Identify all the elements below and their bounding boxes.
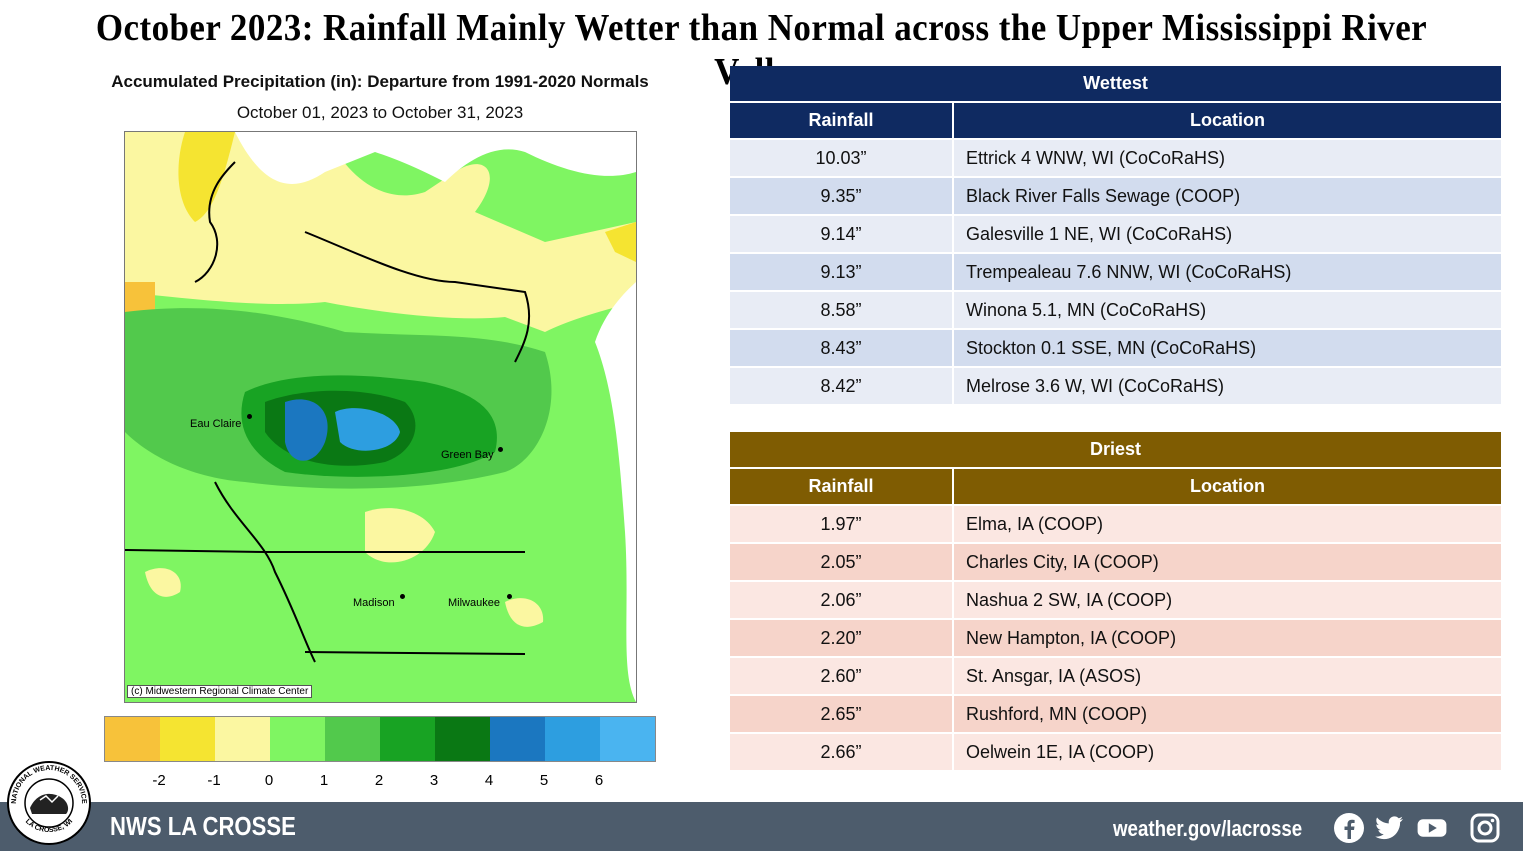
city-label-eau-claire: Eau Claire: [190, 418, 242, 430]
driest-table: Driest Rainfall Location 1.97” Elma, IA (…: [730, 432, 1501, 770]
table-row: 8.43” Stockton 0.1 SSE, MN (CoCoRaHS): [730, 328, 1501, 367]
rainfall-cell: 9.13”: [730, 252, 954, 291]
location-cell: Black River Falls Sewage (COOP): [953, 176, 1501, 215]
location-cell: Elma, IA (COOP): [953, 504, 1501, 543]
wettest-col-location: Location: [953, 101, 1501, 139]
legend-swatch: [545, 717, 600, 761]
city-marker-eau-claire: [247, 414, 252, 419]
table-row: 2.05” Charles City, IA (COOP): [730, 542, 1501, 581]
driest-col-rainfall: Rainfall: [730, 467, 954, 505]
location-cell: Nashua 2 SW, IA (COOP): [953, 580, 1501, 619]
table-row: 2.65” Rushford, MN (COOP): [730, 694, 1501, 733]
location-cell: St. Ansgar, IA (ASOS): [953, 656, 1501, 695]
rainfall-cell: 8.43”: [730, 328, 954, 367]
map-legend: [104, 716, 656, 762]
location-cell: Trempealeau 7.6 NNW, WI (CoCoRaHS): [953, 252, 1501, 291]
city-marker-green-bay: [498, 447, 503, 452]
rainfall-cell: 2.65”: [730, 694, 954, 733]
location-cell: Ettrick 4 WNW, WI (CoCoRaHS): [953, 138, 1501, 177]
rainfall-cell: 2.05”: [730, 542, 954, 581]
rainfall-cell: 8.58”: [730, 290, 954, 329]
table-row: 9.13” Trempealeau 7.6 NNW, WI (CoCoRaHS): [730, 252, 1501, 291]
location-cell: New Hampton, IA (COOP): [953, 618, 1501, 657]
website-link[interactable]: weather.gov/lacrosse: [1113, 816, 1303, 841]
location-cell: Charles City, IA (COOP): [953, 542, 1501, 581]
table-row: 2.06” Nashua 2 SW, IA (COOP): [730, 580, 1501, 619]
legend-swatch: [325, 717, 380, 761]
legend-swatch: [380, 717, 435, 761]
table-row: 8.42” Melrose 3.6 W, WI (CoCoRaHS): [730, 366, 1501, 404]
map-credit: (c) Midwestern Regional Climate Center: [127, 685, 313, 698]
legend-label: 0: [264, 772, 274, 789]
location-cell: Rushford, MN (COOP): [953, 694, 1501, 733]
footer-bar: [0, 802, 1523, 851]
legend-labels: -2 -1 0 1 2 3 4 5 6: [104, 772, 656, 792]
map-title: Accumulated Precipitation (in): Departur…: [111, 72, 649, 91]
city-label-milwaukee: Milwaukee: [448, 597, 500, 609]
rainfall-cell: 2.06”: [730, 580, 954, 619]
table-row: 8.58” Winona 5.1, MN (CoCoRaHS): [730, 290, 1501, 329]
legend-label: -2: [152, 772, 166, 789]
instagram-icon[interactable]: [1469, 812, 1501, 844]
legend-swatch: [215, 717, 270, 761]
nws-logo-icon: NATIONAL WEATHER SERVICE LA CROSSE, WI: [7, 761, 91, 845]
legend-label: 2: [374, 772, 384, 789]
rainfall-cell: 9.14”: [730, 214, 954, 253]
city-label-green-bay: Green Bay: [441, 449, 494, 461]
rainfall-cell: 10.03”: [730, 138, 954, 177]
legend-label: 6: [594, 772, 604, 789]
wettest-table: Wettest Rainfall Location 10.03” Ettrick …: [730, 66, 1501, 404]
location-cell: Galesville 1 NE, WI (CoCoRaHS): [953, 214, 1501, 253]
office-name: NWS LA CROSSE: [110, 811, 296, 841]
youtube-icon[interactable]: [1416, 812, 1448, 844]
rainfall-cell: 9.35”: [730, 176, 954, 215]
map-date-range: October 01, 2023 to October 31, 2023: [236, 103, 524, 122]
wettest-col-rainfall: Rainfall: [730, 101, 954, 139]
legend-swatch: [270, 717, 325, 761]
legend-swatch: [105, 717, 160, 761]
table-row: 10.03” Ettrick 4 WNW, WI (CoCoRaHS): [730, 138, 1501, 177]
table-row: 1.97” Elma, IA (COOP): [730, 504, 1501, 543]
legend-swatch: [600, 717, 655, 761]
legend-label: 1: [319, 772, 329, 789]
legend-swatch: [435, 717, 490, 761]
city-label-madison: Madison: [353, 597, 395, 609]
rainfall-cell: 8.42”: [730, 366, 954, 404]
location-cell: Oelwein 1E, IA (COOP): [953, 732, 1501, 770]
precipitation-departure-map: [124, 131, 637, 703]
location-cell: Melrose 3.6 W, WI (CoCoRaHS): [953, 366, 1501, 404]
location-cell: Stockton 0.1 SSE, MN (CoCoRaHS): [953, 328, 1501, 367]
rainfall-cell: 1.97”: [730, 504, 954, 543]
facebook-icon[interactable]: [1333, 812, 1365, 844]
table-row: 9.35” Black River Falls Sewage (COOP): [730, 176, 1501, 215]
legend-label: 5: [539, 772, 549, 789]
wettest-title: Wettest: [730, 66, 1501, 102]
table-row: 2.60” St. Ansgar, IA (ASOS): [730, 656, 1501, 695]
table-row: 9.14” Galesville 1 NE, WI (CoCoRaHS): [730, 214, 1501, 253]
legend-swatch: [160, 717, 215, 761]
rainfall-cell: 2.60”: [730, 656, 954, 695]
legend-swatch: [490, 717, 545, 761]
legend-label: 3: [429, 772, 439, 789]
twitter-icon[interactable]: [1373, 812, 1405, 844]
driest-col-location: Location: [953, 467, 1501, 505]
location-cell: Winona 5.1, MN (CoCoRaHS): [953, 290, 1501, 329]
rainfall-cell: 2.66”: [730, 732, 954, 770]
table-row: 2.20” New Hampton, IA (COOP): [730, 618, 1501, 657]
table-row: 2.66” Oelwein 1E, IA (COOP): [730, 732, 1501, 770]
legend-label: -1: [207, 772, 221, 789]
city-marker-madison: [400, 594, 405, 599]
legend-label: 4: [484, 772, 494, 789]
driest-title: Driest: [730, 432, 1501, 468]
rainfall-cell: 2.20”: [730, 618, 954, 657]
city-marker-milwaukee: [507, 594, 512, 599]
